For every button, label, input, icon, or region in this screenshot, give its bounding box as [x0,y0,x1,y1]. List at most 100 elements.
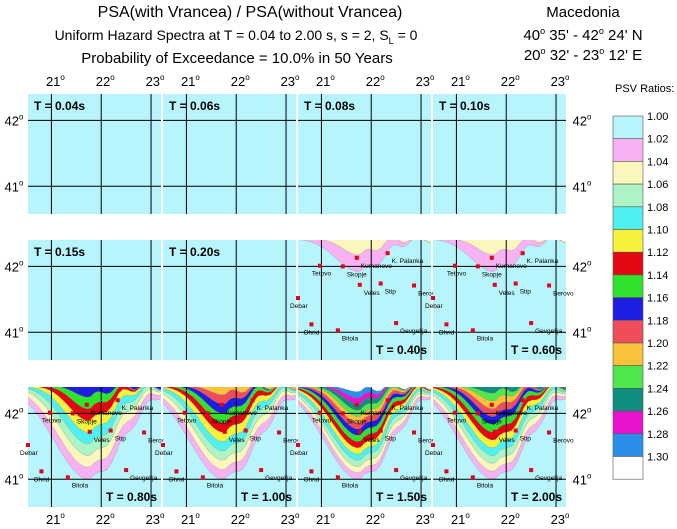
city-label: Veles [499,290,516,297]
lon-b-min: 12' E [604,47,642,64]
city-label: K. Palanka [257,405,289,412]
city-marker [317,410,322,415]
contour-bands [28,387,161,480]
city-marker [431,443,435,448]
city-label: Skopje [482,271,502,278]
city-marker [205,411,210,416]
city-marker [385,398,390,403]
city-marker [431,296,435,301]
city-marker [513,428,518,433]
period-label: T = 0.10s [439,99,490,113]
panel-background [298,94,431,214]
x-tick-label-bottom: 21o [181,511,200,527]
tick-degree: o [295,511,300,520]
legend-swatch [612,365,644,389]
city-marker [513,281,518,286]
legend-swatch [612,161,644,185]
tick-value: 22 [501,512,515,527]
legend-label: 1.28 [647,429,668,441]
tick-degree: o [587,178,592,187]
period-label: T = 0.80s [106,490,157,504]
legend-swatch [612,251,644,276]
city-label: Berovo [418,290,439,297]
x-tick-label-bottom: 22o [231,511,250,527]
tick-degree: o [587,258,592,267]
city-marker [222,429,227,434]
contour-band-1-16 [59,387,161,398]
city-marker [296,296,300,301]
tick-value: 23 [146,74,160,89]
y-tick-label-left: 42o [5,405,24,421]
city-marker [444,322,449,327]
legend-label: 1.26 [647,406,668,418]
x-tick-label-top: 23o [281,73,300,89]
tick-degree: o [380,511,385,520]
city-marker [412,283,417,288]
panel-background [163,94,296,214]
legend-label: 1.04 [647,156,668,168]
city-label: Debar [290,450,309,457]
legend-swatch [612,456,644,480]
city-label: K. Palanka [527,258,559,265]
city-label: Ohrid [33,476,49,483]
city-label: Skopje [482,418,502,425]
map-panel: T = 0.08s [298,94,431,214]
city-marker [492,282,497,287]
tick-value: 21 [46,512,60,527]
legend-swatch [612,206,644,230]
city-marker [317,263,322,268]
x-tick-label-bottom: 23o [551,511,570,527]
chart-title: PSA(with Vrancea) / PSA(without Vrancea) [98,4,403,21]
city-label: Gevgelija [130,475,157,482]
x-tick-label-top: 22o [366,73,385,89]
city-label: Berovo [418,437,439,444]
period-label: T = 0.20s [169,245,220,259]
tick-degree: o [515,73,520,82]
subtitle-main: Uniform Hazard Spectra at T = 0.04 to 2.… [55,27,389,43]
city-label: Gevgelija [265,475,292,482]
tick-degree: o [430,511,435,520]
city-label: Ohrid [303,329,319,336]
tick-value: 41 [573,472,587,487]
tick-degree: o [245,511,250,520]
legend-label: 1.30 [647,452,668,464]
lat-a-min: 35' - 42 [545,27,599,44]
map-panel: T = 0.04s [28,94,161,214]
legend-label: 1.16 [647,293,668,305]
city-label: Kumanovo [496,263,527,270]
legend-swatch [612,138,644,162]
legend: 1.00 1.02 1.04 1.06 1.08 1.10 1.12 1.14 1.16 1.18… [612,111,668,480]
city-label: Bitola [477,335,494,342]
tick-value: 23 [281,74,295,89]
legend-swatch [612,274,644,298]
y-tick-label-left: 41o [5,471,24,487]
tick-value: 22 [96,512,110,527]
tick-value: 42 [5,406,19,421]
city-marker [489,402,494,407]
legend-swatch [612,342,644,367]
city-label: Tetovo [447,418,467,425]
legend-label: 1.22 [647,361,668,373]
x-tick-label-top: 22o [231,73,250,89]
city-label: Kumanovo [361,263,392,270]
city-marker [335,328,340,333]
subtitle-subscript: L [389,36,394,46]
legend-label: 1.02 [647,134,668,146]
city-label: Veles [364,437,381,444]
city-marker [142,430,147,435]
lat-b-min: 24' N [604,27,643,44]
tick-degree: o [295,73,300,82]
period-label: T = 0.08s [304,99,355,113]
lat-b-deg: o [599,26,604,36]
city-label: Veles [364,290,381,297]
lon-a: 20 [524,47,541,64]
city-marker [115,398,120,403]
legend-swatch [612,115,644,140]
